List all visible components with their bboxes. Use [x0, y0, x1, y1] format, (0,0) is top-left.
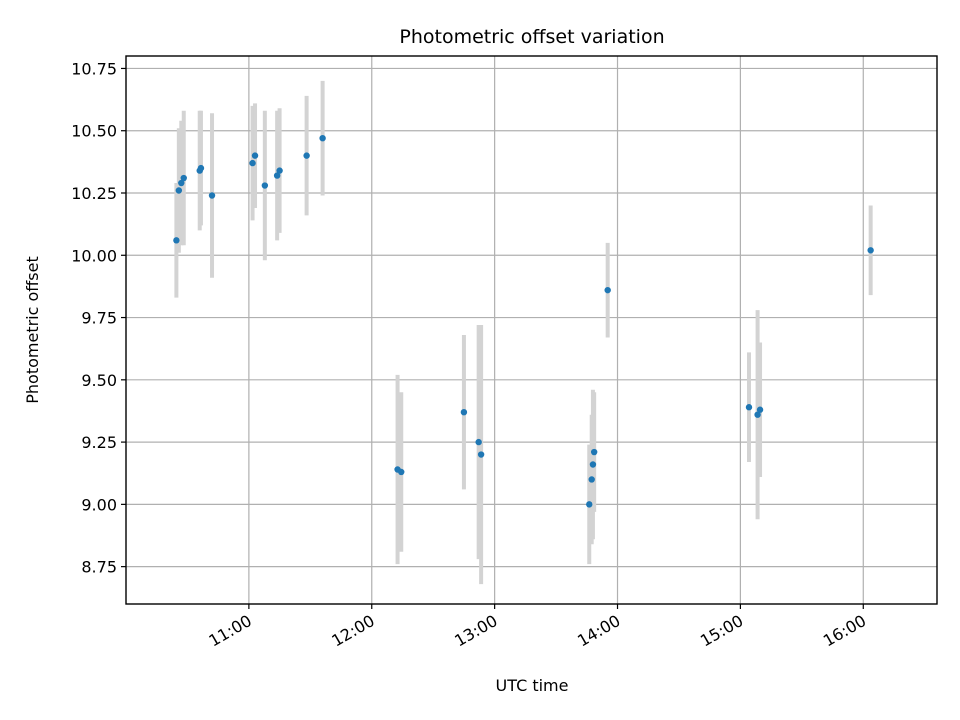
- data-point: [261, 182, 269, 189]
- x-tick-label: 14:00: [574, 611, 623, 651]
- x-tick-label: 13:00: [451, 611, 500, 651]
- errorbar-layer: [174, 80, 873, 585]
- y-tick-label: 10.75: [71, 59, 117, 78]
- y-tick-label: 9.00: [81, 495, 117, 514]
- data-point: [276, 167, 283, 174]
- plot-frame: [125, 55, 938, 605]
- data-point: [867, 247, 874, 254]
- data-point: [319, 135, 326, 142]
- x-tick-label: 11:00: [205, 611, 254, 651]
- data-point: [251, 152, 259, 159]
- y-tick-label: 8.75: [81, 558, 117, 577]
- data-point: [249, 159, 256, 167]
- y-axis-label: Photometric offset: [23, 256, 42, 404]
- data-point: [175, 187, 183, 194]
- data-point: [173, 237, 180, 244]
- data-point: [590, 448, 598, 456]
- y-tick-label: 9.75: [81, 309, 117, 328]
- x-tick-label: 15:00: [697, 611, 746, 651]
- x-tick-label: 12:00: [328, 611, 377, 651]
- data-point: [588, 476, 595, 483]
- data-point: [589, 461, 597, 468]
- y-tick-label: 9.50: [81, 371, 117, 390]
- y-tick-label: 10.25: [71, 184, 117, 203]
- chart-title: Photometric offset variation: [399, 26, 664, 48]
- data-point: [586, 501, 593, 508]
- data-point: [756, 406, 764, 413]
- data-point: [398, 468, 405, 476]
- y-tick-label: 9.25: [81, 433, 117, 452]
- data-point: [754, 411, 761, 418]
- data-point: [475, 438, 482, 446]
- data-point: [208, 192, 216, 199]
- data-point: [604, 286, 611, 294]
- data-point: [180, 174, 187, 182]
- y-tick-label: 10.00: [71, 246, 117, 265]
- data-point: [745, 404, 753, 411]
- data-point: [178, 179, 185, 187]
- y-tick-label: 10.50: [71, 122, 117, 141]
- grid-layer: [126, 56, 937, 604]
- data-point: [273, 172, 281, 179]
- data-point: [477, 451, 485, 458]
- data-point: [303, 152, 310, 159]
- data-point: [460, 409, 468, 416]
- point-layer: [173, 135, 874, 508]
- x-axis-label: UTC time: [496, 676, 569, 695]
- data-point: [197, 164, 205, 172]
- x-tick-label: 16:00: [820, 611, 869, 651]
